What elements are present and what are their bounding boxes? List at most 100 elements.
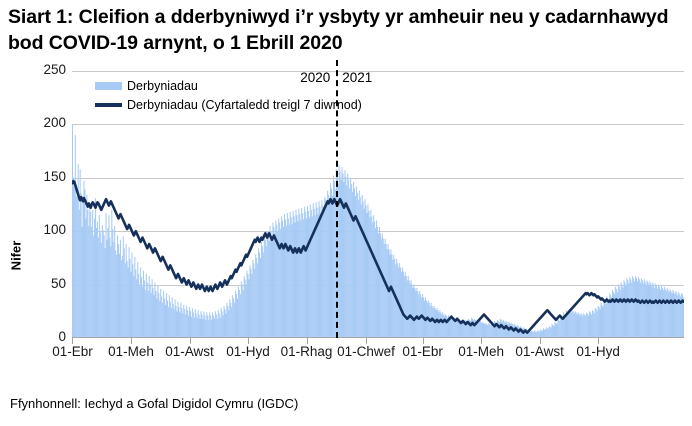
- bar: [443, 314, 445, 338]
- bar: [384, 238, 386, 338]
- bar: [405, 276, 407, 338]
- bar: [671, 293, 673, 338]
- bar: [105, 213, 107, 338]
- bar: [578, 313, 580, 338]
- bar: [268, 240, 270, 338]
- bar: [574, 311, 576, 338]
- bar: [222, 315, 224, 338]
- bar: [657, 288, 659, 338]
- bar: [176, 311, 178, 338]
- bar: [533, 331, 535, 338]
- bar: [328, 194, 330, 338]
- bar: [634, 281, 636, 338]
- bar: [199, 318, 201, 338]
- bar: [495, 323, 497, 338]
- bar: [228, 310, 230, 338]
- bar: [585, 315, 587, 338]
- bar: [316, 207, 318, 338]
- bar: [303, 219, 305, 338]
- bar: [162, 302, 164, 338]
- bar: [292, 210, 294, 338]
- bar: [486, 324, 488, 338]
- bar: [561, 316, 563, 338]
- bar: [408, 280, 410, 338]
- legend-line-swatch-icon: [95, 103, 122, 107]
- bar: [264, 239, 266, 338]
- bar: [167, 307, 169, 338]
- rolling-average-line: [72, 179, 684, 334]
- y-axis-tick-label: 150: [43, 168, 66, 184]
- bar: [662, 289, 664, 338]
- bar: [379, 233, 381, 338]
- bar: [297, 221, 299, 338]
- bar: [345, 176, 347, 338]
- bar: [287, 218, 289, 338]
- x-axis-tick-label: 01-Chwef: [337, 344, 395, 359]
- bar: [616, 292, 618, 338]
- bar: [587, 313, 589, 338]
- bar: [431, 305, 433, 338]
- bar: [393, 254, 395, 338]
- bar: [173, 309, 175, 338]
- bar: [332, 175, 334, 338]
- bar: [197, 310, 199, 338]
- bar: [108, 215, 110, 338]
- bar: [601, 304, 603, 338]
- bar: [467, 321, 469, 338]
- bar: [192, 312, 194, 338]
- bar: [535, 331, 537, 338]
- bar: [435, 310, 437, 338]
- bar: [209, 312, 211, 338]
- legend-label-bars: Derbyniadau: [127, 79, 198, 93]
- bar: [445, 314, 447, 338]
- bar: [353, 182, 355, 338]
- bar: [150, 293, 152, 338]
- y-axis-tick-label: 200: [43, 115, 66, 131]
- bar: [357, 200, 359, 338]
- bar: [238, 289, 240, 338]
- bar: [254, 268, 256, 338]
- bar: [595, 309, 597, 338]
- bar: [215, 314, 217, 338]
- legend-item-bars: Derbyniadau: [95, 78, 362, 94]
- bar: [291, 223, 293, 338]
- bar: [348, 179, 350, 338]
- bar: [255, 254, 257, 338]
- bar: [632, 276, 634, 338]
- bar: [326, 205, 328, 338]
- bar: [107, 228, 109, 338]
- bar: [97, 237, 99, 338]
- bar: [178, 307, 180, 338]
- bar: [462, 320, 464, 338]
- bar: [361, 194, 363, 338]
- bar: [259, 257, 262, 338]
- bar: [114, 225, 116, 338]
- year-label-2021: 2021: [342, 70, 373, 85]
- bar: [188, 315, 190, 338]
- bar: [452, 319, 454, 338]
- bar: [658, 284, 660, 338]
- bar: [584, 314, 586, 338]
- bar: [172, 303, 174, 338]
- bar: [294, 222, 296, 338]
- bar: [646, 280, 648, 338]
- bar: [673, 292, 675, 338]
- legend-label-line: Derbyniadau (Cyfartaledd treigl 7 diwrno…: [127, 98, 362, 112]
- bar: [119, 239, 121, 338]
- bar: [579, 315, 581, 338]
- bar: [103, 235, 105, 338]
- bar: [168, 295, 170, 338]
- bar: [606, 296, 608, 338]
- bar: [94, 198, 97, 338]
- bar: [311, 216, 313, 338]
- bar: [624, 282, 626, 338]
- bar: [288, 224, 290, 338]
- bar: [497, 320, 499, 338]
- bar: [532, 331, 534, 338]
- bar: [515, 325, 517, 338]
- bar: [656, 285, 658, 338]
- bar: [461, 323, 463, 338]
- bar: [156, 298, 158, 338]
- bar: [518, 327, 521, 338]
- bar: [312, 203, 314, 338]
